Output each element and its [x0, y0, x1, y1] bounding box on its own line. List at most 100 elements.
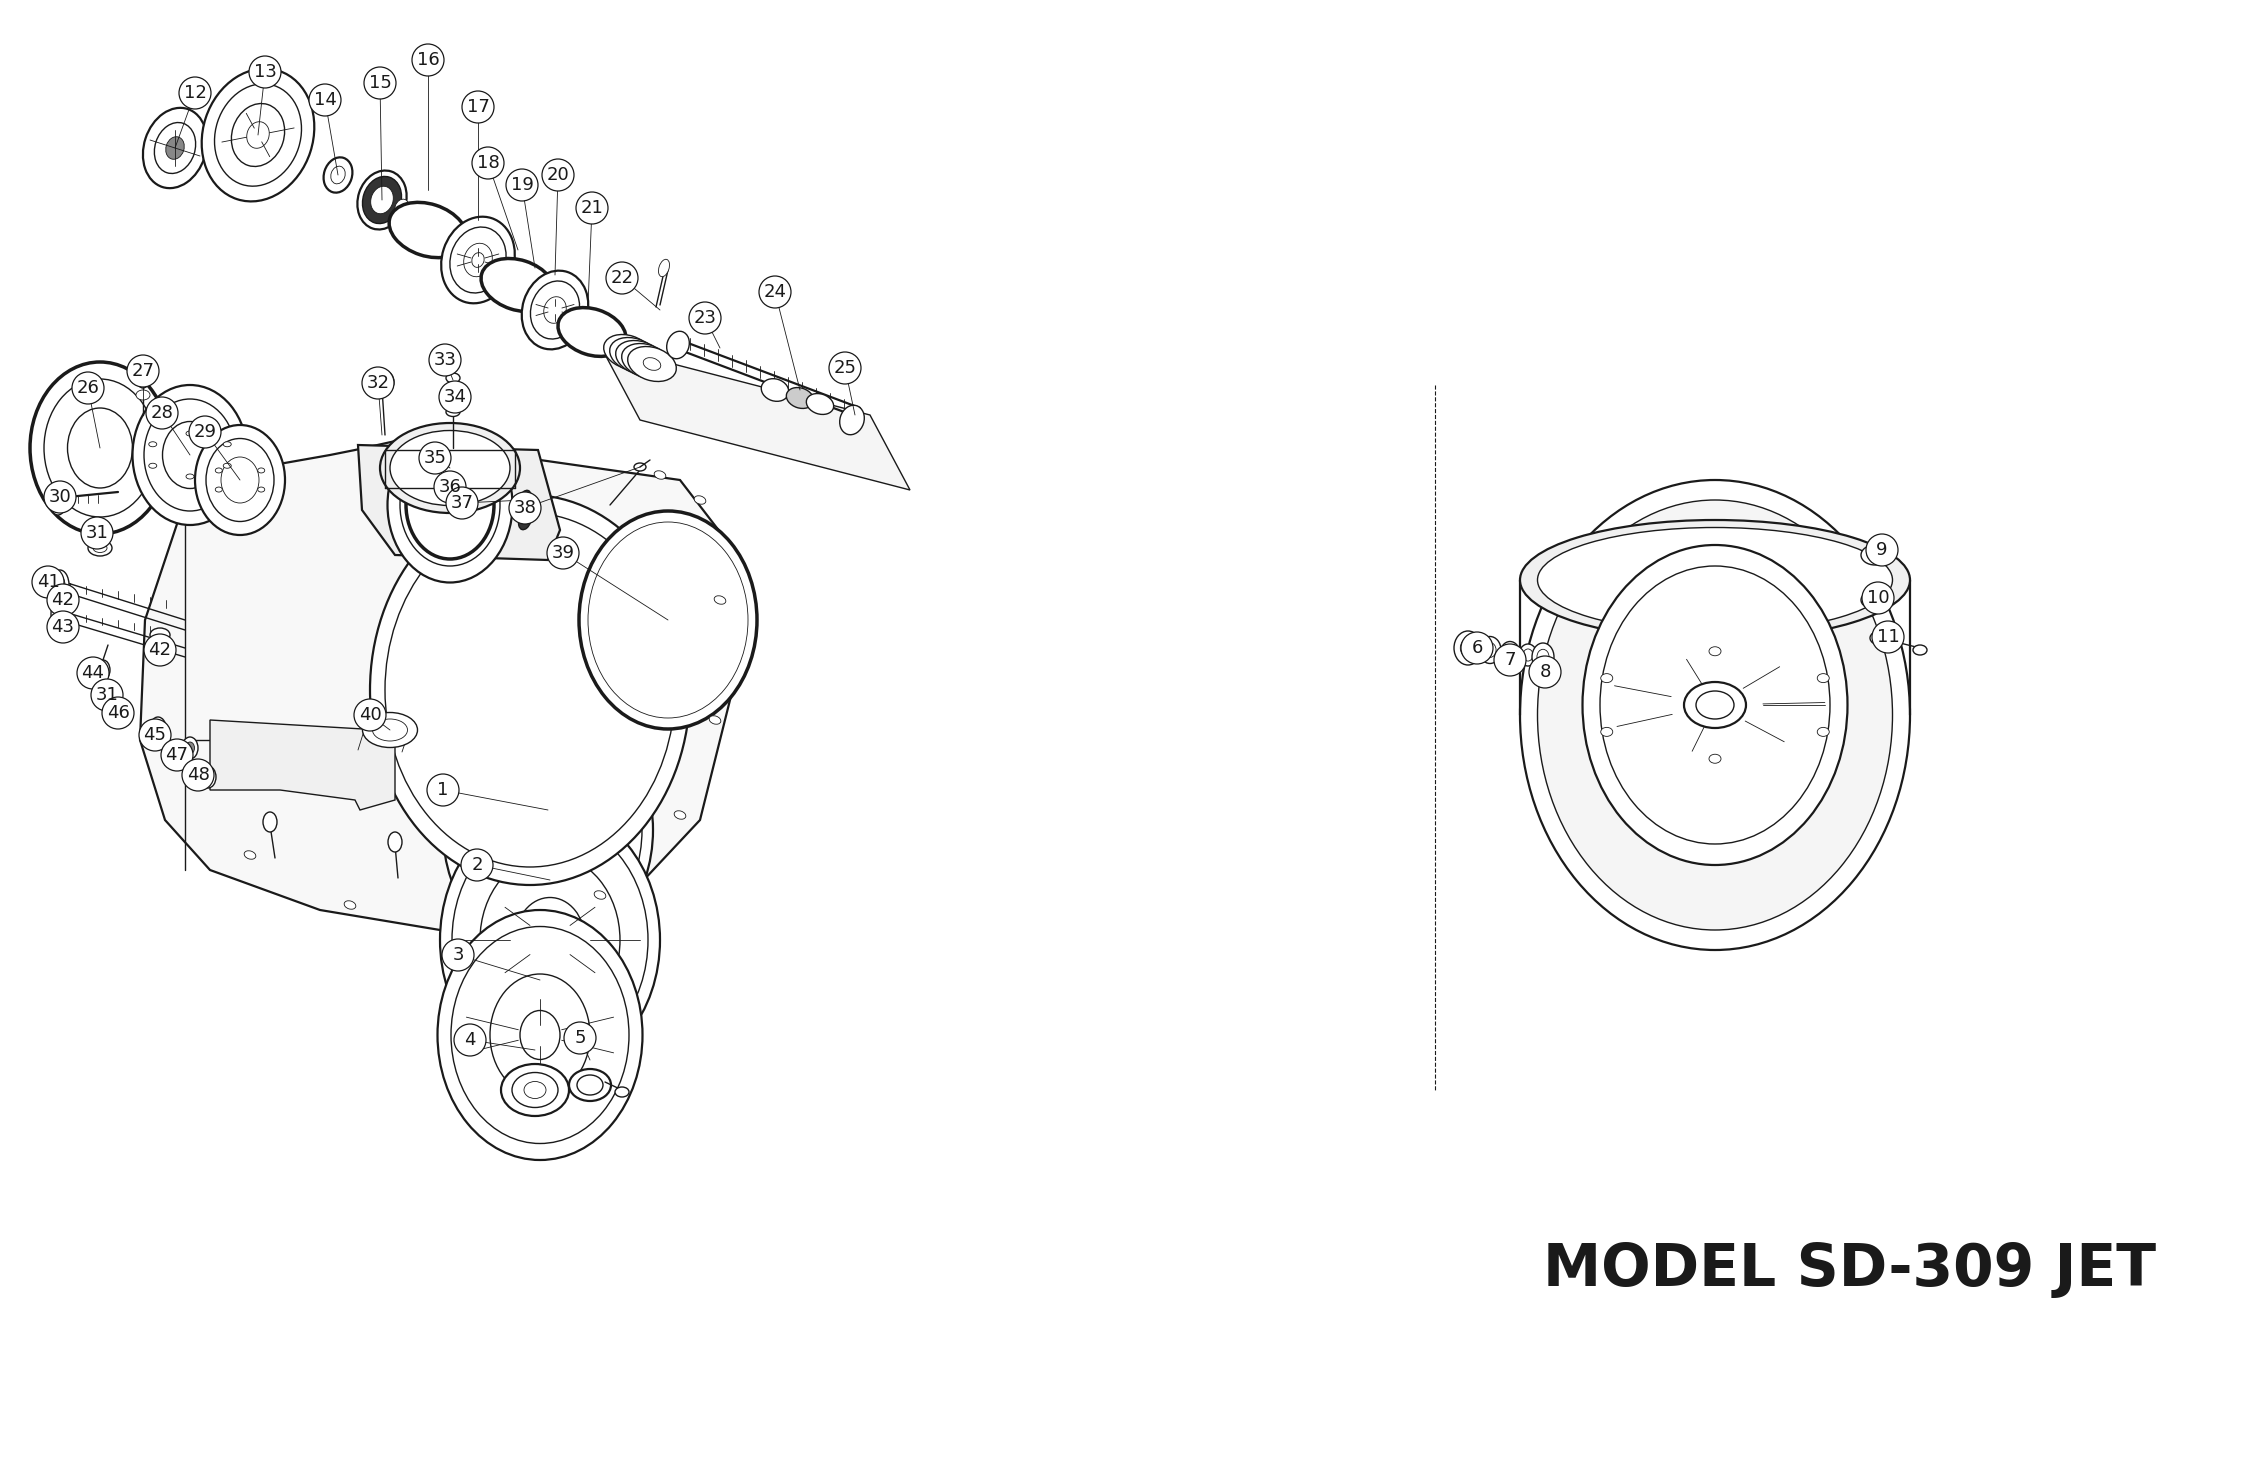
Ellipse shape	[50, 601, 68, 628]
Polygon shape	[601, 344, 909, 489]
Ellipse shape	[578, 1075, 603, 1094]
Ellipse shape	[150, 628, 170, 642]
Circle shape	[510, 492, 542, 524]
Ellipse shape	[388, 428, 512, 583]
Ellipse shape	[617, 340, 664, 375]
Circle shape	[48, 585, 79, 615]
Text: 30: 30	[48, 488, 70, 505]
Text: 42: 42	[52, 590, 75, 609]
Circle shape	[32, 565, 63, 598]
Text: 43: 43	[52, 618, 75, 636]
Ellipse shape	[442, 702, 653, 958]
Circle shape	[830, 352, 861, 384]
Ellipse shape	[154, 722, 163, 734]
Circle shape	[428, 344, 460, 377]
Ellipse shape	[558, 308, 626, 356]
Text: 2: 2	[472, 856, 483, 875]
Text: 19: 19	[510, 176, 533, 193]
Text: 15: 15	[370, 75, 392, 92]
Ellipse shape	[215, 84, 302, 186]
Ellipse shape	[447, 407, 460, 416]
Text: 46: 46	[107, 705, 129, 722]
Circle shape	[442, 939, 474, 971]
Ellipse shape	[54, 576, 66, 593]
Ellipse shape	[614, 1087, 628, 1097]
Circle shape	[161, 738, 193, 771]
Text: 41: 41	[36, 573, 59, 590]
Circle shape	[365, 67, 397, 100]
Circle shape	[460, 850, 492, 880]
Text: MODEL SD-309 JET: MODEL SD-309 JET	[1544, 1241, 2156, 1298]
Ellipse shape	[345, 901, 356, 910]
Ellipse shape	[1519, 520, 1911, 640]
Ellipse shape	[512, 1072, 558, 1108]
Ellipse shape	[694, 495, 705, 504]
Ellipse shape	[619, 346, 637, 359]
Ellipse shape	[1870, 631, 1891, 645]
Text: 40: 40	[358, 706, 381, 724]
Ellipse shape	[787, 388, 814, 409]
Ellipse shape	[372, 719, 408, 741]
Ellipse shape	[440, 806, 660, 1074]
Ellipse shape	[245, 851, 256, 860]
Ellipse shape	[655, 470, 666, 479]
Ellipse shape	[154, 123, 195, 173]
Ellipse shape	[390, 431, 510, 505]
Ellipse shape	[143, 108, 206, 188]
Text: 13: 13	[254, 63, 277, 81]
Ellipse shape	[644, 357, 660, 371]
Circle shape	[564, 1023, 596, 1053]
Circle shape	[447, 486, 478, 519]
Ellipse shape	[52, 489, 63, 508]
Ellipse shape	[100, 665, 107, 675]
Text: 25: 25	[834, 359, 857, 377]
Circle shape	[179, 78, 211, 108]
Ellipse shape	[399, 451, 410, 459]
Ellipse shape	[519, 1011, 560, 1059]
Ellipse shape	[635, 463, 646, 472]
Ellipse shape	[569, 1069, 612, 1102]
Ellipse shape	[1537, 500, 1893, 930]
Ellipse shape	[521, 271, 589, 349]
Ellipse shape	[390, 202, 467, 258]
Ellipse shape	[247, 122, 270, 148]
Ellipse shape	[481, 856, 619, 1026]
Ellipse shape	[397, 208, 460, 252]
Ellipse shape	[324, 157, 351, 193]
Ellipse shape	[451, 926, 628, 1144]
Ellipse shape	[222, 442, 231, 447]
Ellipse shape	[363, 176, 401, 224]
Ellipse shape	[258, 486, 265, 492]
Circle shape	[546, 538, 578, 568]
Ellipse shape	[150, 442, 156, 447]
Ellipse shape	[1501, 642, 1519, 667]
Ellipse shape	[1485, 643, 1496, 658]
Ellipse shape	[673, 810, 687, 819]
Circle shape	[1528, 656, 1562, 689]
Ellipse shape	[594, 891, 605, 900]
Ellipse shape	[1519, 481, 1911, 949]
Ellipse shape	[524, 1081, 546, 1099]
Ellipse shape	[515, 898, 585, 983]
Ellipse shape	[206, 438, 274, 522]
Ellipse shape	[50, 570, 68, 601]
Ellipse shape	[453, 715, 642, 945]
Circle shape	[77, 656, 109, 689]
Ellipse shape	[1532, 643, 1553, 671]
Circle shape	[181, 759, 213, 791]
Circle shape	[363, 368, 394, 398]
Text: 9: 9	[1877, 541, 1888, 560]
Ellipse shape	[710, 716, 721, 724]
Circle shape	[138, 719, 170, 752]
Ellipse shape	[1537, 649, 1548, 665]
Ellipse shape	[621, 343, 671, 378]
Circle shape	[689, 302, 721, 334]
Ellipse shape	[102, 687, 118, 699]
Ellipse shape	[438, 910, 642, 1160]
Ellipse shape	[29, 362, 170, 535]
Circle shape	[759, 275, 791, 308]
Ellipse shape	[381, 423, 519, 513]
Ellipse shape	[630, 352, 648, 365]
Text: 18: 18	[476, 154, 499, 171]
Ellipse shape	[1453, 631, 1483, 665]
